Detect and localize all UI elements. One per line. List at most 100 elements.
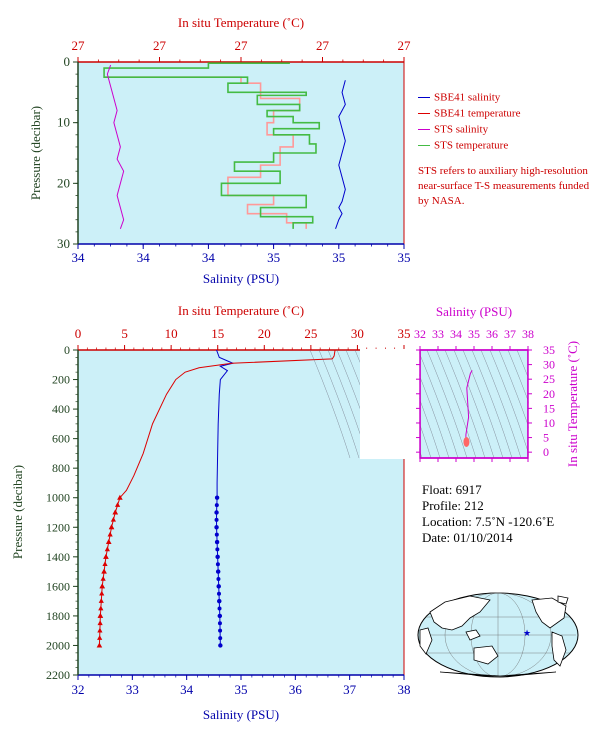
salinity-point — [217, 621, 222, 626]
temperature-point — [114, 502, 121, 507]
salinity-point — [215, 547, 220, 552]
series-line-sts-temperature — [103, 62, 321, 229]
salinity-point — [214, 532, 219, 537]
legend-swatch — [418, 128, 430, 130]
bottom-tick-label: 34 — [202, 250, 216, 265]
temperature-point — [107, 531, 113, 537]
location: Location: 7.5˚N -120.6˚E — [422, 514, 555, 529]
salinity-point — [217, 599, 222, 604]
salinity-point — [214, 510, 219, 515]
temperature-point — [117, 494, 123, 500]
temperature-point — [97, 612, 103, 618]
legend-label: SBE41 salinity — [434, 91, 501, 104]
salinity-point — [214, 517, 219, 522]
series-line-sts-salinity — [106, 64, 125, 230]
density-contour — [489, 349, 531, 459]
legend-item-sbe41-temperature: SBE41 temperature — [418, 107, 520, 119]
temperature-point — [98, 598, 104, 603]
date: Date: 01/10/2014 — [422, 530, 513, 545]
bottom-tick-labels: 34 34 34 35 35 35 — [72, 250, 411, 265]
temperature-point — [98, 605, 104, 611]
y-tick-label: 30 — [543, 358, 555, 372]
top-tick-label: 30 — [351, 326, 364, 341]
y-tick-label: 10 — [57, 115, 70, 130]
y-tick-label: 1600 — [46, 579, 70, 593]
density-contour — [417, 349, 459, 459]
x-tick-label: 38 — [522, 327, 534, 341]
top-axis-title: In situ Temperature (˚C) — [178, 15, 304, 30]
salinity-point — [215, 540, 220, 545]
series-line-sbe41-salinity — [335, 80, 346, 230]
x-tick-label: 35 — [468, 327, 480, 341]
full-profile-chart: In situ Temperature (˚C) 0 5 10 15 20 25 30 35 … — [10, 303, 411, 722]
density-contour — [309, 349, 351, 459]
y-tick-label: 20 — [57, 175, 70, 190]
bottom-tick-label: 35 — [267, 250, 280, 265]
plot-area — [419, 349, 529, 459]
density-contour — [462, 349, 504, 459]
bottom-tick-label: 34 — [137, 250, 151, 265]
y-tick-label: 15 — [543, 401, 555, 415]
top-tick-label: 15 — [211, 326, 224, 341]
density-contour — [435, 349, 477, 459]
temperature-point — [97, 620, 103, 626]
bottom-tick-label: 38 — [398, 682, 411, 697]
y-tick-label: 30 — [57, 236, 70, 251]
series-line-sbe41-temperature — [104, 76, 307, 229]
y-tick-label: 20 — [543, 387, 555, 401]
x-tick-label: 36 — [486, 327, 498, 341]
temperature-point — [97, 635, 103, 640]
top-tick-label: 27 — [72, 38, 86, 53]
x-axis-title: Salinity (PSU) — [203, 271, 279, 286]
y-axis-title: Pressure (decibar) — [10, 465, 25, 559]
mask-left — [360, 349, 420, 459]
y-tick-label: 400 — [52, 402, 70, 416]
x-tick-label: 33 — [432, 327, 444, 341]
temperature-point — [96, 642, 103, 648]
salinity-point — [218, 628, 223, 633]
legend-item-sts-temperature: STS temperature — [418, 139, 508, 151]
top-tick-labels: 0 5 10 15 20 25 30 35 — [75, 326, 411, 341]
bottom-tick-labels: 32 33 34 35 36 37 38 — [72, 682, 411, 697]
temperature-point — [97, 627, 103, 633]
salinity-point — [214, 503, 219, 508]
y-tick-label: 25 — [543, 372, 555, 386]
series-line-salinity — [216, 349, 235, 646]
temperature-point — [99, 583, 105, 589]
y-tick-label: 1400 — [46, 550, 70, 564]
density-contour — [480, 349, 522, 459]
ts-diagram: Salinity (PSU) 32 33 34 35 36 37 38 0510152025… — [309, 304, 589, 467]
salinity-point — [214, 525, 219, 530]
y-tick-label: 1000 — [46, 491, 70, 505]
top-tick-label: 10 — [165, 326, 178, 341]
bottom-tick-label: 35 — [398, 250, 411, 265]
temperature-point — [110, 516, 116, 522]
legend-swatch — [418, 112, 430, 114]
salinity-point — [217, 613, 222, 618]
top-tick-label: 27 — [235, 38, 249, 53]
top-tick-label: 35 — [398, 326, 411, 341]
top-tick-label: 5 — [121, 326, 128, 341]
temperature-point — [108, 524, 115, 530]
temperature-point — [101, 568, 107, 574]
y-tick-label: 200 — [52, 373, 70, 387]
temperature-point — [100, 575, 106, 581]
top-tick-label: 20 — [258, 326, 271, 341]
x-tick-label: 34 — [450, 327, 462, 341]
y-tick-label: 2000 — [46, 638, 70, 652]
y-axis-title: Pressure (decibar) — [28, 106, 43, 200]
temperature-point — [112, 509, 118, 515]
plot-area — [77, 349, 405, 676]
legend-label: STS salinity — [434, 123, 489, 136]
density-contours — [309, 349, 589, 459]
y-tick-label: 800 — [52, 461, 70, 475]
salinity-point — [215, 562, 220, 567]
salinity-point — [214, 495, 220, 500]
y-tick-label: 5 — [543, 431, 549, 445]
bottom-tick-label: 32 — [72, 682, 85, 697]
legend-item-sbe41-salinity: SBE41 salinity — [418, 91, 500, 103]
legend-label: STS temperature — [434, 139, 509, 152]
bottom-tick-label: 36 — [289, 682, 303, 697]
density-contour — [318, 349, 360, 459]
